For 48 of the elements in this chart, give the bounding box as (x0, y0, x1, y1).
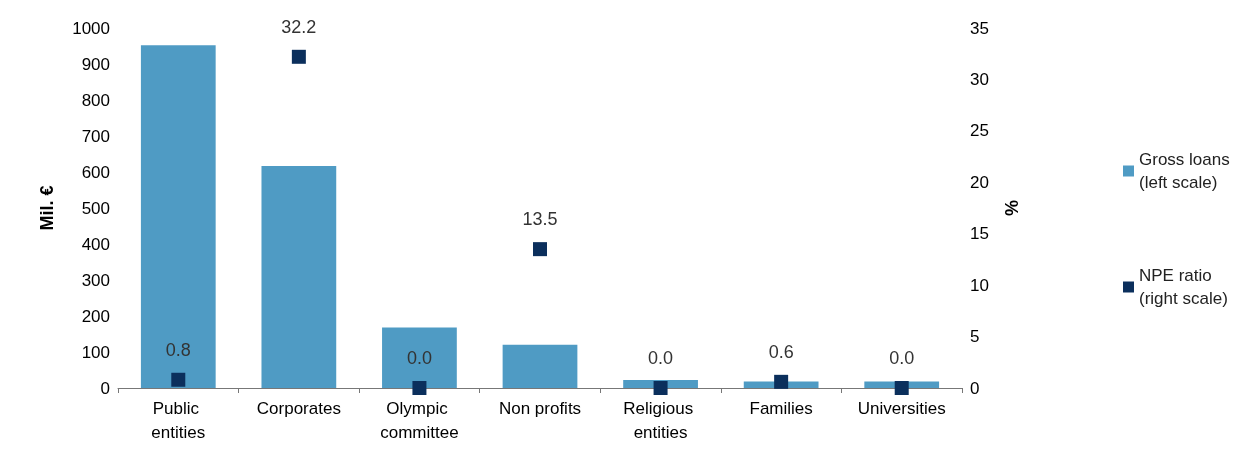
y2-tick-label: 30 (970, 69, 989, 89)
y2-axis-title: % (1001, 199, 1021, 217)
y-tick-label: 700 (81, 126, 110, 146)
bar (140, 45, 216, 388)
point (894, 381, 909, 395)
point (653, 381, 668, 395)
y-axis-title: Mil. € (37, 185, 57, 231)
data-label: 0.0 (406, 348, 432, 368)
x-tick-label: Universities (857, 398, 946, 418)
point (291, 49, 306, 64)
y-tick-label: 0 (100, 378, 110, 398)
point (171, 372, 186, 387)
bar (382, 327, 457, 388)
x-tick-label: Families (749, 398, 813, 418)
bar (502, 344, 578, 388)
point (533, 242, 547, 257)
x-tick-label: Non profits (498, 398, 582, 418)
y2-tick-label: 10 (970, 275, 989, 295)
x-tick-label: Religious entities (623, 398, 698, 442)
x-tick-label: Public entities (151, 398, 206, 442)
y2-tick-label: 35 (970, 18, 989, 38)
y-tick-label: 300 (81, 270, 110, 290)
y-tick-label: 900 (81, 54, 110, 74)
y2-tick-label: 15 (970, 224, 989, 244)
x-tick-label: Corporates (256, 398, 341, 418)
y-tick-label: 400 (81, 234, 110, 254)
data-label: 0.0 (648, 348, 674, 368)
x-tick-label: Olympic committee (380, 398, 459, 442)
y2-tick-label: 5 (970, 327, 980, 347)
y2-tick-label: 0 (970, 378, 980, 398)
bar (261, 165, 337, 388)
y2-tick-label: 25 (970, 121, 989, 141)
data-label: 13.5 (522, 209, 558, 230)
y-tick-label: 200 (81, 306, 110, 326)
data-label: 32.2 (281, 16, 317, 37)
legend-label: Gross loans (left scale) (1139, 150, 1235, 192)
y-tick-label: 500 (81, 198, 110, 218)
data-label: 0.8 (165, 339, 191, 360)
data-label: 0.6 (768, 341, 794, 362)
y-tick-label: 800 (81, 90, 110, 110)
y-tick-label: 1000 (72, 18, 110, 38)
y2-tick-label: 20 (970, 172, 989, 192)
y-tick-label: 100 (81, 342, 110, 362)
point (774, 374, 789, 389)
data-label: 0.0 (889, 348, 915, 368)
legend-label: NPE ratio (right scale) (1139, 266, 1228, 308)
y-tick-label: 600 (81, 162, 110, 182)
point (412, 381, 427, 395)
